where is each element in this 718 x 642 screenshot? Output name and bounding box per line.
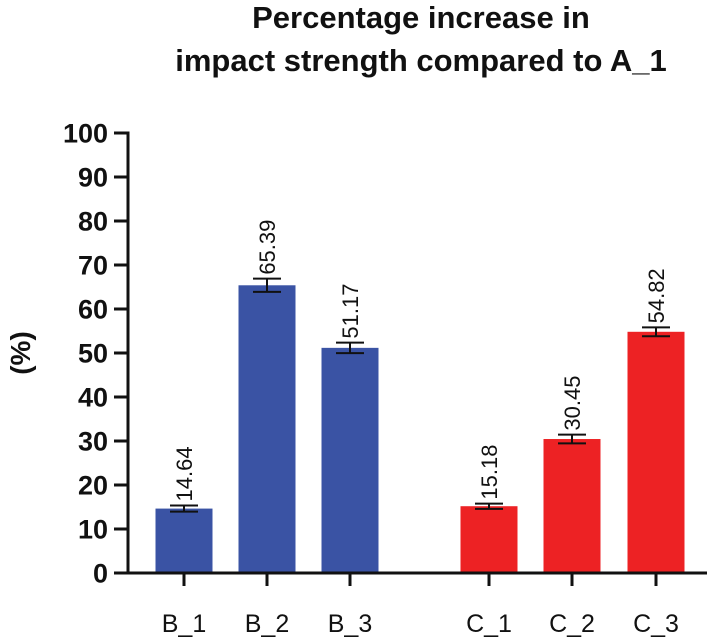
- data-label: 15.18: [477, 445, 502, 500]
- x-tick-label: C_3: [633, 610, 679, 638]
- bar-b-1: [155, 508, 213, 573]
- plot-area: 0 10 20 30 40 50 60 70 80 90 100 14.64 65.39 51.17 15.…: [63, 119, 707, 638]
- y-tick-label: 30: [78, 427, 108, 457]
- data-label: 14.64: [172, 446, 197, 501]
- chart-title-line-1: Percentage increase in: [252, 0, 590, 35]
- x-tick-label: B_2: [245, 610, 289, 638]
- bar-c-3: [627, 331, 685, 573]
- y-tick-label: 60: [78, 295, 108, 325]
- data-label: 65.39: [255, 220, 280, 275]
- y-tick-label: 40: [78, 383, 108, 413]
- bar-b-3: [321, 347, 379, 573]
- x-tick-label: C_2: [549, 610, 595, 638]
- y-tick-label: 10: [78, 515, 108, 545]
- bar-c-1: [460, 506, 518, 573]
- chart-title-line-2: impact strength compared to A_1: [175, 43, 667, 78]
- y-axis-label: (%): [5, 331, 36, 375]
- x-tick-label: B_1: [162, 610, 206, 638]
- x-tick-label: C_1: [466, 610, 512, 638]
- y-tick-label: 20: [78, 471, 108, 501]
- y-tick-label: 70: [78, 251, 108, 281]
- y-tick-label: 100: [63, 119, 108, 149]
- data-label: 54.82: [644, 268, 669, 323]
- x-tick-label: B_3: [328, 610, 372, 638]
- y-tick-label: 80: [78, 207, 108, 237]
- bar-c-2: [543, 439, 601, 573]
- data-label: 51.17: [338, 284, 363, 339]
- bar-b-2: [238, 285, 296, 573]
- y-tick-label: 50: [78, 339, 108, 369]
- data-label: 30.45: [560, 376, 585, 431]
- y-tick-label: 0: [93, 559, 108, 589]
- y-tick-label: 90: [78, 163, 108, 193]
